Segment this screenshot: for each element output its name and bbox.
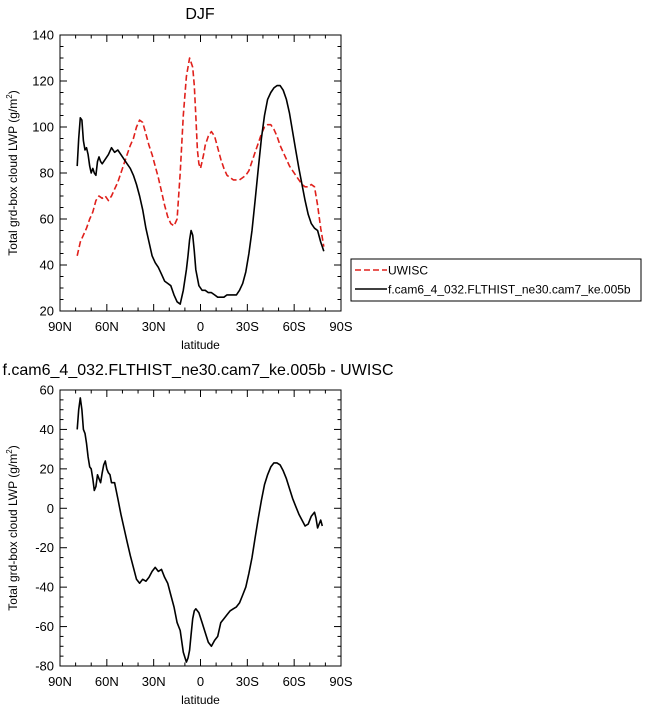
x-tick-label: 30N [142, 319, 166, 334]
legend-box [350, 258, 642, 302]
y-tick-label: 120 [32, 74, 54, 89]
y-axis-label: Total grd-box cloud LWP (g/m2) [5, 445, 20, 610]
y-tick-label: 140 [32, 28, 54, 43]
y-tick-label: 0 [47, 501, 54, 516]
x-tick-label: 60S [283, 319, 306, 334]
series-line-difference [76, 397, 324, 663]
x-tick-label: 0 [197, 674, 204, 689]
x-axis-label: latitude [181, 693, 220, 707]
chart-title: DJF [185, 6, 215, 23]
y-tick-label: 60 [40, 212, 54, 227]
y-tick-label: -60 [35, 619, 54, 634]
series-line-f [76, 84, 325, 305]
y-tick-label: 20 [40, 304, 54, 319]
x-tick-label: 30S [236, 319, 259, 334]
y-tick-label: -40 [35, 580, 54, 595]
x-axis-label: latitude [181, 338, 220, 352]
y-tick-label: 60 [40, 383, 54, 398]
x-tick-label: 0 [197, 319, 204, 334]
x-tick-label: 30S [236, 674, 259, 689]
y-tick-label: -80 [35, 659, 54, 674]
x-tick-label: 90S [329, 319, 352, 334]
chart-2: f.cam6_4_032.FLTHIST_ne30.cam7_ke.005b -… [3, 362, 394, 707]
chart-1: DJF 90N 60N 30N 0 30S 60S 90S 20 40 60 80 100 120 140 l… [5, 6, 642, 352]
series-line-uwisc [76, 57, 325, 256]
x-tick-label: 90N [48, 674, 72, 689]
chart-title: f.cam6_4_032.FLTHIST_ne30.cam7_ke.005b -… [3, 362, 394, 379]
y-tick-label: 80 [40, 166, 54, 181]
y-tick-label: 100 [32, 120, 54, 135]
x-tick-label: 90N [48, 319, 72, 334]
x-tick-label: 90S [329, 674, 352, 689]
y-tick-label: 40 [40, 258, 54, 273]
plot-frame [59, 389, 342, 667]
y-tick-label: 20 [40, 461, 54, 476]
y-axis-label: Total grd-box cloud LWP (g/m2) [5, 90, 20, 255]
x-tick-label: 60S [283, 674, 306, 689]
y-tick-label: 40 [40, 422, 54, 437]
plot-frame [59, 34, 342, 312]
x-tick-label: 30N [142, 674, 166, 689]
y-tick-label: -20 [35, 540, 54, 555]
legend: UWISC f.cam6_4_032.FLTHIST_ne30.cam7_ke.0… [350, 258, 642, 302]
legend-label: UWISC [388, 264, 428, 278]
legend-label: f.cam6_4_032.FLTHIST_ne30.cam7_ke.005b [388, 283, 631, 297]
x-tick-label: 60N [95, 674, 119, 689]
x-tick-label: 60N [95, 319, 119, 334]
